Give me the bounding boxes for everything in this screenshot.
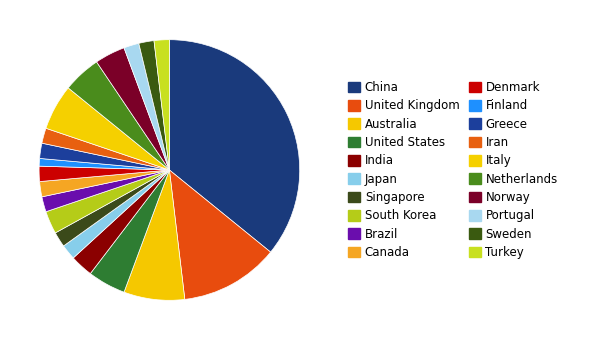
Wedge shape [68, 62, 169, 170]
Wedge shape [97, 48, 169, 170]
Wedge shape [42, 170, 169, 212]
Wedge shape [90, 170, 169, 292]
Wedge shape [39, 143, 169, 170]
Wedge shape [169, 170, 270, 300]
Legend: China, United Kingdom, Australia, United States, India, Japan, Singapore, South : China, United Kingdom, Australia, United… [345, 78, 561, 262]
Wedge shape [55, 170, 169, 246]
Wedge shape [46, 170, 169, 233]
Wedge shape [154, 40, 169, 170]
Wedge shape [39, 166, 169, 182]
Wedge shape [73, 170, 169, 274]
Wedge shape [124, 170, 185, 300]
Wedge shape [139, 40, 169, 170]
Wedge shape [42, 128, 169, 170]
Wedge shape [46, 88, 169, 170]
Wedge shape [39, 158, 169, 170]
Wedge shape [64, 170, 169, 258]
Wedge shape [124, 43, 169, 170]
Wedge shape [169, 40, 299, 252]
Wedge shape [39, 170, 169, 197]
